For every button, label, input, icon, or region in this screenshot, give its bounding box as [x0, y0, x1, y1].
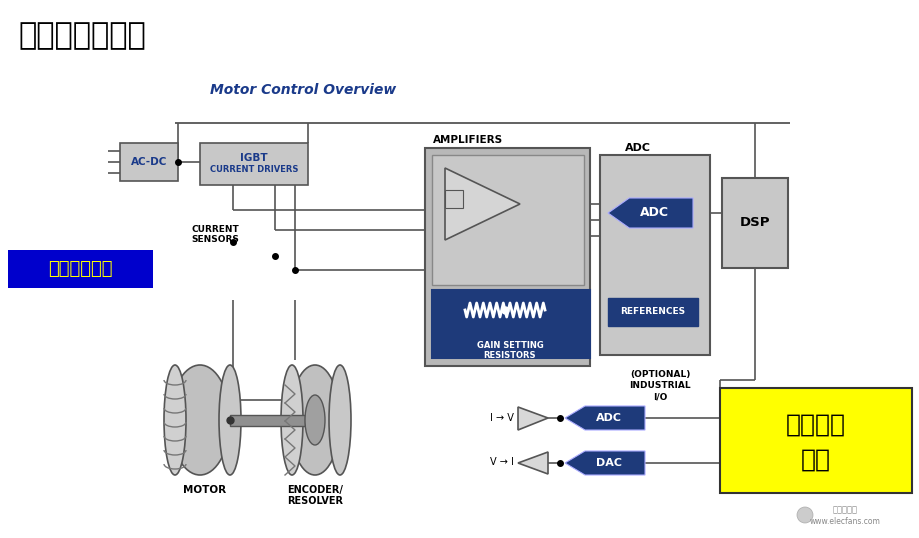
Polygon shape [564, 406, 644, 430]
Text: 数字信号: 数字信号 [785, 413, 845, 437]
Text: www.elecfans.com: www.elecfans.com [809, 518, 879, 527]
Ellipse shape [219, 365, 241, 475]
Text: RESISTORS: RESISTORS [483, 351, 536, 360]
Text: V → I: V → I [490, 457, 514, 467]
Text: (OPTIONAL): (OPTIONAL) [630, 371, 689, 379]
Text: INDUSTRIAL: INDUSTRIAL [629, 381, 690, 391]
Bar [607, 298, 698, 326]
Bar [432, 155, 584, 285]
Text: IGBT: IGBT [240, 153, 267, 163]
Text: ADC: ADC [596, 413, 621, 423]
Text: RESOLVER: RESOLVER [287, 496, 343, 506]
Text: 模拟信号测量: 模拟信号测量 [48, 260, 112, 278]
Polygon shape [445, 168, 519, 240]
Text: CURRENT: CURRENT [191, 225, 239, 235]
Bar [599, 155, 709, 355]
Text: AC-DC: AC-DC [130, 157, 167, 167]
Text: Motor Control Overview: Motor Control Overview [210, 83, 396, 97]
Bar [119, 143, 177, 181]
Polygon shape [564, 451, 644, 475]
Bar [199, 143, 308, 185]
Polygon shape [517, 407, 548, 430]
Text: 电子发烧友: 电子发烧友 [832, 506, 857, 514]
Bar [432, 290, 589, 358]
Text: DAC: DAC [596, 458, 621, 468]
Bar [230, 415, 305, 426]
Ellipse shape [164, 365, 186, 475]
Text: REFERENCES: REFERENCES [619, 308, 685, 316]
Polygon shape [517, 452, 548, 474]
Text: ADC: ADC [640, 207, 668, 220]
Text: SENSORS: SENSORS [191, 236, 239, 244]
Circle shape [796, 507, 812, 523]
Bar [720, 388, 911, 493]
Polygon shape [607, 198, 692, 228]
Text: I → V: I → V [490, 413, 514, 423]
Text: DSP: DSP [739, 216, 769, 230]
Ellipse shape [329, 365, 351, 475]
Bar [721, 178, 788, 268]
Text: 混合信号的实例: 混合信号的实例 [18, 22, 145, 51]
Text: AMPLIFIERS: AMPLIFIERS [433, 135, 503, 145]
Ellipse shape [170, 365, 230, 475]
Text: 测量: 测量 [800, 448, 830, 472]
Text: GAIN SETTING: GAIN SETTING [476, 342, 543, 350]
Text: I/O: I/O [652, 393, 666, 401]
Ellipse shape [280, 365, 302, 475]
Bar [425, 148, 589, 366]
Ellipse shape [305, 395, 324, 445]
Bar [445, 190, 462, 208]
Text: CURRENT DRIVERS: CURRENT DRIVERS [210, 166, 298, 174]
Ellipse shape [289, 365, 340, 475]
Text: ENCODER/: ENCODER/ [287, 485, 343, 495]
Text: MOTOR: MOTOR [183, 485, 226, 495]
Text: ADC: ADC [624, 143, 651, 153]
Bar [8, 250, 153, 288]
